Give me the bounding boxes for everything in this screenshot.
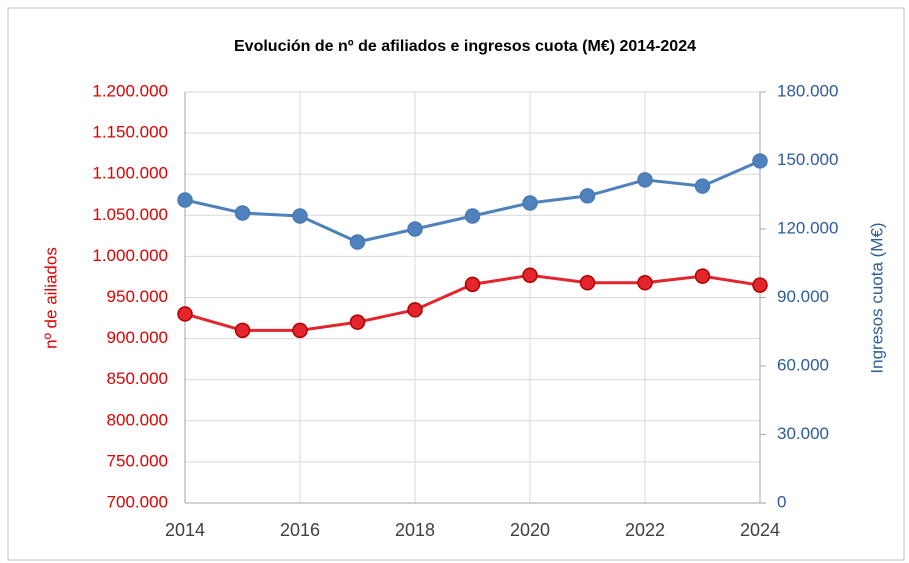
y2-tick-label: 30.000 bbox=[777, 424, 829, 443]
y-axis-label: nº de ailiados bbox=[41, 247, 60, 349]
marker bbox=[752, 277, 768, 293]
y2-tick-label: 0 bbox=[777, 492, 786, 511]
chart-title: Evolución de nº de afiliados e ingresos … bbox=[234, 38, 696, 55]
marker bbox=[177, 192, 193, 208]
x-tick-label: 2018 bbox=[395, 520, 435, 540]
marker bbox=[464, 208, 481, 224]
marker bbox=[752, 153, 768, 169]
marker bbox=[349, 314, 366, 330]
marker bbox=[177, 306, 193, 322]
marker bbox=[522, 267, 538, 284]
marker bbox=[522, 195, 538, 211]
y-tick-label: 800.000 bbox=[107, 410, 168, 429]
y2-tick-label: 120.000 bbox=[777, 218, 838, 237]
marker bbox=[234, 205, 251, 221]
y-tick-label: 950.000 bbox=[107, 287, 168, 306]
y-tick-label: 850.000 bbox=[107, 369, 168, 388]
y-tick-label: 1.150.000 bbox=[92, 123, 168, 142]
marker bbox=[234, 322, 251, 339]
marker bbox=[579, 188, 596, 204]
marker bbox=[349, 234, 366, 250]
y-tick-label: 700.000 bbox=[107, 492, 168, 511]
marker bbox=[637, 172, 653, 188]
y2-axis-label: Ingresos cuota (M€) bbox=[867, 222, 886, 373]
marker bbox=[292, 322, 308, 339]
marker bbox=[464, 276, 481, 293]
x-tick-label: 2020 bbox=[510, 520, 550, 540]
x-tick-label: 2024 bbox=[740, 520, 780, 540]
marker bbox=[694, 268, 711, 284]
marker bbox=[579, 274, 596, 291]
y-tick-label: 750.000 bbox=[107, 451, 168, 470]
x-tick-label: 2022 bbox=[625, 520, 665, 540]
x-tick-label: 2016 bbox=[280, 520, 320, 540]
marker bbox=[407, 221, 423, 237]
y-tick-label: 1.050.000 bbox=[92, 205, 168, 224]
y2-tick-label: 180.000 bbox=[777, 81, 838, 100]
marker bbox=[292, 208, 308, 224]
y-tick-label: 1.200.000 bbox=[92, 81, 168, 100]
y2-tick-label: 150.000 bbox=[777, 150, 838, 169]
y-tick-label: 900.000 bbox=[107, 328, 168, 347]
y-tick-label: 1.100.000 bbox=[92, 164, 168, 183]
y-tick-label: 1.000.000 bbox=[92, 246, 168, 265]
y2-tick-label: 60.000 bbox=[777, 355, 829, 374]
marker bbox=[407, 302, 423, 318]
marker bbox=[637, 274, 653, 291]
marker bbox=[694, 178, 711, 194]
y2-tick-label: 90.000 bbox=[777, 287, 829, 306]
x-tick-label: 2014 bbox=[165, 520, 205, 540]
